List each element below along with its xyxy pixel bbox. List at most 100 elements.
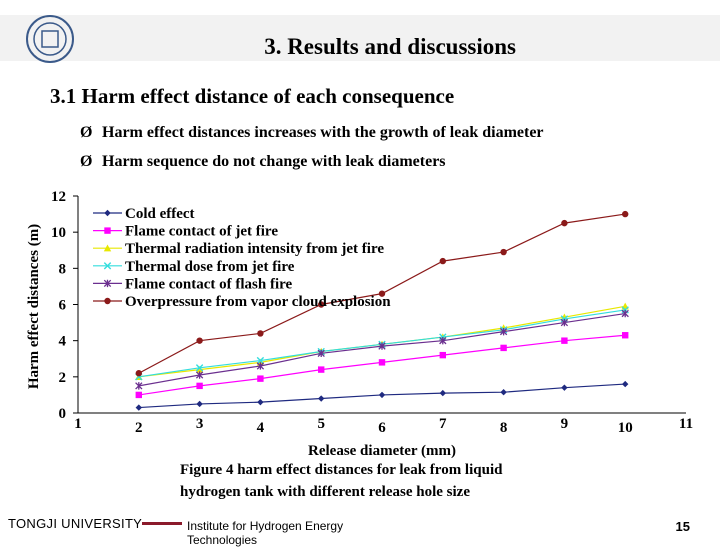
- chart-series: [135, 210, 629, 411]
- y-tick-label: 12: [51, 189, 66, 205]
- data-point: [622, 380, 629, 388]
- legend-label: Thermal dose from jet fire: [125, 259, 295, 275]
- data-point: [378, 391, 386, 399]
- data-point: [256, 362, 265, 370]
- data-point: [561, 219, 568, 227]
- footer-institute: Institute for Hydrogen Energy Technologi…: [187, 519, 344, 547]
- data-point: [378, 359, 386, 366]
- data-point: [196, 382, 203, 390]
- x-tick-label: 4: [257, 420, 265, 436]
- data-point: [439, 336, 447, 345]
- legend-label: Flame contact of flash fire: [125, 276, 293, 292]
- figure-caption-line-1: Figure 4 harm effect distances for leak …: [180, 462, 503, 478]
- data-point: [621, 309, 629, 318]
- bullet-arrow-icon: Ø: [80, 153, 93, 170]
- legend-item: Cold effect: [93, 206, 195, 222]
- y-tick-label: 6: [59, 298, 67, 314]
- data-point: [103, 244, 112, 252]
- data-point: [196, 400, 203, 408]
- data-point: [500, 248, 507, 256]
- data-point: [257, 375, 264, 382]
- data-point: [318, 301, 325, 308]
- data-point: [439, 389, 446, 397]
- bullet-text: Harm sequence do not change with leak di…: [102, 153, 446, 170]
- data-point: [622, 210, 629, 218]
- bullet-item: Ø Harm effect distances increases with th…: [80, 124, 544, 142]
- x-tick-label: 8: [500, 420, 508, 436]
- y-tick-label: 8: [59, 261, 67, 277]
- legend-item: Overpressure from vapor cloud explosion: [93, 294, 391, 310]
- y-axis-label: Harm effect distances (m): [26, 224, 42, 389]
- footer-divider: [142, 522, 182, 525]
- university-seal-logo: [26, 15, 74, 63]
- figure-caption-line-2: hydrogen tank with different release hol…: [180, 484, 470, 500]
- data-point: [104, 297, 111, 305]
- x-axis-label: Release diameter (mm): [308, 443, 456, 459]
- seal-inner-ring: [33, 22, 67, 56]
- legend-label: Overpressure from vapor cloud explosion: [125, 294, 391, 310]
- data-point: [318, 366, 325, 373]
- x-tick-label: 10: [618, 420, 633, 436]
- data-point: [439, 257, 446, 265]
- data-point: [622, 332, 629, 339]
- series-flame-contact-of-flash-fire: [135, 309, 629, 390]
- y-tick-label: 10: [51, 225, 66, 241]
- data-point: [561, 384, 568, 391]
- data-point: [135, 370, 142, 377]
- seal-emblem: [41, 30, 59, 48]
- section-heading: 3.1 Harm effect distance of each consequ…: [50, 84, 455, 108]
- series-cold-effect: [135, 380, 629, 411]
- data-point: [317, 349, 325, 358]
- x-tick-label: 3: [196, 416, 204, 432]
- page-number: 15: [675, 519, 690, 534]
- data-point: [318, 395, 325, 402]
- x-tick-label: 6: [378, 420, 386, 436]
- data-point: [195, 365, 204, 373]
- x-tick-label: 11: [679, 416, 693, 432]
- bullet-text: Harm effect distances increases with the…: [102, 124, 544, 141]
- legend-item: Flame contact of jet fire: [93, 224, 278, 240]
- data-point: [135, 391, 142, 399]
- data-point: [500, 344, 507, 352]
- x-tick-label: 9: [561, 416, 569, 432]
- x-tick-label: 5: [317, 416, 325, 432]
- y-tick-label: 4: [59, 334, 67, 350]
- series-flame-contact-of-jet-fire: [135, 332, 629, 399]
- data-point: [195, 371, 204, 379]
- data-point: [378, 342, 386, 350]
- legend-label: Thermal radiation intensity from jet fir…: [125, 241, 384, 257]
- data-point: [500, 389, 507, 396]
- legend-item: Flame contact of flash fire: [93, 276, 293, 292]
- bullet-item: Ø Harm sequence do not change with leak d…: [80, 153, 446, 171]
- legend-item: Thermal dose from jet fire: [93, 259, 295, 275]
- y-tick-label: 2: [59, 370, 67, 386]
- y-tick-label: 0: [59, 406, 67, 422]
- data-point: [499, 327, 508, 336]
- seal-outer-ring: [26, 15, 74, 63]
- x-tick-label: 1: [74, 416, 82, 432]
- data-point: [257, 330, 264, 337]
- data-point: [378, 290, 386, 297]
- x-tick-label: 2: [135, 420, 143, 436]
- data-point: [621, 302, 629, 310]
- legend-label: Cold effect: [125, 206, 195, 222]
- slide-title: 3. Results and discussions: [264, 34, 516, 59]
- legend-item: Thermal radiation intensity from jet fir…: [93, 241, 384, 257]
- legend-label: Flame contact of jet fire: [125, 224, 278, 240]
- data-point: [104, 227, 111, 234]
- data-point: [256, 356, 265, 365]
- bullet-arrow-icon: Ø: [80, 124, 93, 141]
- data-point: [257, 398, 264, 406]
- data-point: [135, 404, 142, 411]
- data-point: [103, 279, 112, 288]
- data-point: [561, 337, 568, 344]
- data-point: [196, 337, 203, 344]
- data-point: [195, 364, 204, 372]
- series-overpressure-from-vapor-cloud-explosion: [135, 210, 629, 377]
- data-point: [439, 351, 446, 359]
- data-point: [103, 262, 112, 270]
- x-tick-label: 7: [439, 416, 447, 432]
